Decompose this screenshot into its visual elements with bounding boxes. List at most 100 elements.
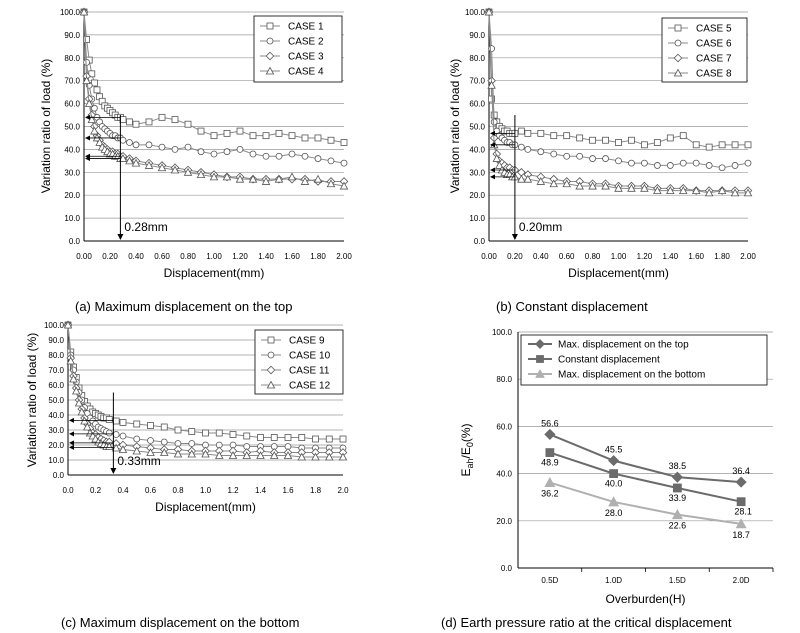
data-point xyxy=(174,426,182,434)
legend-marker xyxy=(265,66,275,75)
data-point xyxy=(262,132,270,140)
data-point xyxy=(641,141,648,149)
data-point xyxy=(288,150,296,158)
data-point xyxy=(170,165,180,174)
data-point xyxy=(544,476,556,487)
data-label: 33.9 xyxy=(669,493,687,503)
legend-entry: CASE 12 xyxy=(289,381,331,392)
data-label: 56.6 xyxy=(541,418,559,428)
data-point xyxy=(132,446,142,455)
data-point xyxy=(602,136,609,144)
series-case-8 xyxy=(484,7,753,197)
legend-marker xyxy=(673,53,683,63)
data-point xyxy=(678,186,688,195)
x-tick-label: 0.4 xyxy=(117,486,129,495)
data-point xyxy=(63,320,73,329)
legend-entry: Constant displacement xyxy=(558,355,660,366)
data-point xyxy=(608,496,620,507)
critical-ratio-arrowhead xyxy=(69,444,74,450)
y-tick-label: 60.0 xyxy=(469,100,485,109)
data-point xyxy=(744,141,752,149)
y-tick-label: 0.0 xyxy=(69,237,81,246)
data-point xyxy=(183,167,193,176)
data-point xyxy=(340,139,348,146)
legend-marker xyxy=(536,355,544,363)
y-tick-label: 0.0 xyxy=(474,237,486,246)
data-point xyxy=(671,471,683,483)
data-point xyxy=(112,431,120,438)
critical-ratio-arrowhead xyxy=(490,130,495,136)
data-point xyxy=(160,438,168,446)
data-point xyxy=(249,150,257,158)
data-point xyxy=(188,428,196,435)
data-point xyxy=(717,186,727,195)
legend-marker xyxy=(265,51,275,61)
y-tick-label: 80.0 xyxy=(469,54,485,63)
legend-marker xyxy=(673,68,683,77)
data-point xyxy=(666,162,674,169)
data-point xyxy=(197,148,205,156)
data-point xyxy=(550,132,558,140)
y-tick-label: 60.0 xyxy=(64,100,80,109)
legend-entry: CASE 11 xyxy=(289,366,330,377)
panel-caption: (a) Maximum displacement on the top xyxy=(75,299,292,314)
data-point xyxy=(105,429,113,437)
data-point xyxy=(492,154,502,162)
critical-displacement-label: 0.20mm xyxy=(519,220,562,234)
x-tick-label: 1.4 xyxy=(255,486,267,495)
y-label-sub2: 0 xyxy=(465,442,475,447)
legend-marker xyxy=(266,365,276,375)
data-point xyxy=(74,398,84,407)
critical-ratio-arrowhead xyxy=(69,440,74,446)
data-point xyxy=(201,449,210,458)
data-point xyxy=(145,118,153,126)
data-point xyxy=(339,435,347,443)
y-tick-label: 70.0 xyxy=(64,77,80,86)
data-point xyxy=(69,374,78,383)
data-point xyxy=(209,172,219,181)
data-point xyxy=(692,141,700,149)
x-tick-label: 1.8 xyxy=(310,486,322,495)
y-tick-label: 100.0 xyxy=(492,328,513,337)
data-point xyxy=(157,163,167,172)
data-point xyxy=(288,132,296,140)
data-point xyxy=(90,126,99,135)
chart-panel-d: 0.0 20.0 40.0 60.0 80.0 100.0 0.5D 1.0D 1.5D 2.0D… xyxy=(441,328,774,630)
data-label: 28.1 xyxy=(734,507,752,517)
x-tick-label: 1.80 xyxy=(714,252,730,261)
data-point xyxy=(269,451,279,459)
x-tick-label: 0.00 xyxy=(481,252,497,261)
data-point xyxy=(731,141,739,149)
data-point xyxy=(326,179,336,188)
data-point xyxy=(524,129,532,137)
x-tick-label: 1.00 xyxy=(611,252,627,261)
data-point xyxy=(312,435,319,443)
series-case-1 xyxy=(80,8,348,146)
data-point xyxy=(249,132,257,140)
data-point xyxy=(575,181,584,190)
data-point xyxy=(82,422,92,431)
data-point xyxy=(118,154,128,162)
data-point xyxy=(641,159,648,167)
data-point xyxy=(563,152,571,160)
y-tick-label: 20.0 xyxy=(469,191,485,200)
legend-entry: CASE 5 xyxy=(696,24,732,35)
data-point xyxy=(188,440,196,447)
data-point xyxy=(537,148,545,156)
y-tick-label: 40.0 xyxy=(496,470,512,479)
data-point xyxy=(274,174,284,183)
data-point xyxy=(589,136,596,144)
data-point xyxy=(236,145,244,153)
legend-marker xyxy=(266,380,276,389)
data-point xyxy=(601,181,610,190)
data-point xyxy=(210,132,218,140)
data-point xyxy=(628,159,635,167)
data-point xyxy=(301,152,309,160)
data-point xyxy=(118,445,128,453)
data-point xyxy=(262,152,270,160)
data-point xyxy=(133,420,141,428)
legend-marker xyxy=(267,336,275,344)
data-label: 36.2 xyxy=(541,489,559,499)
data-point xyxy=(261,177,271,185)
series-line xyxy=(67,324,343,449)
